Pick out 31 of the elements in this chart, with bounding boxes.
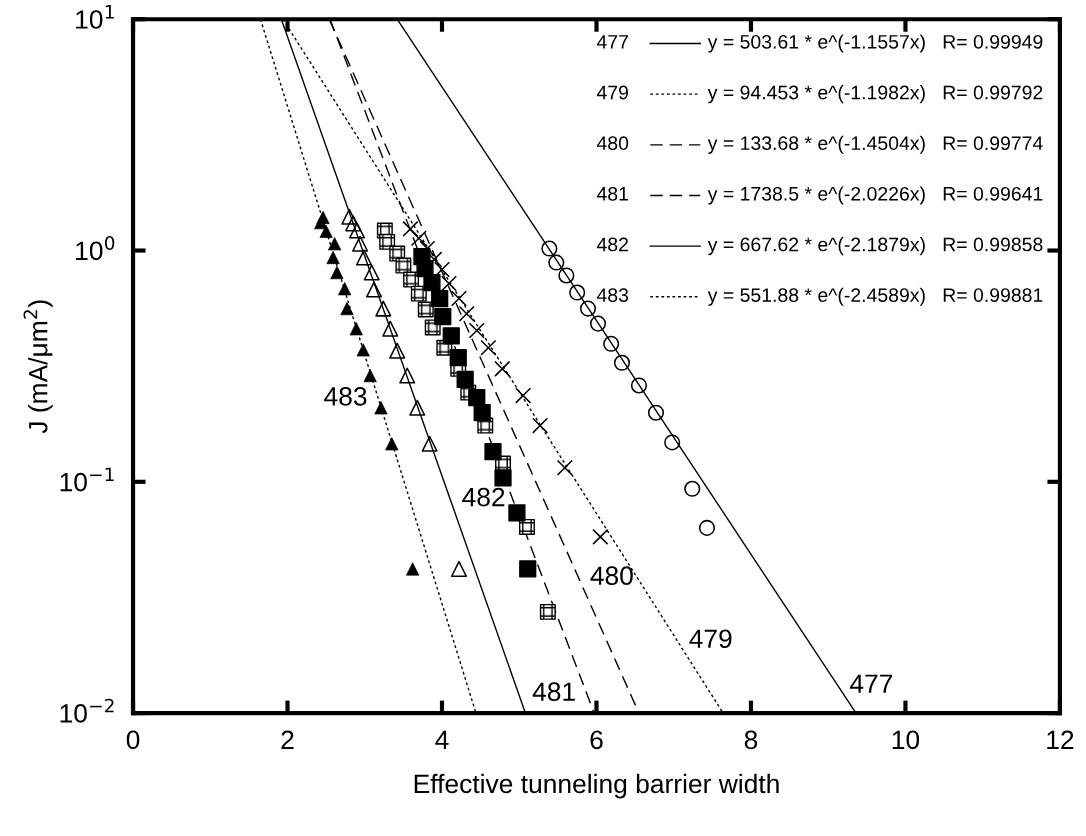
annotation: y = 667.62 * e^(-2.1879x) R= 0.99858 bbox=[707, 237, 1043, 256]
annotation: 483 bbox=[324, 386, 367, 406]
annotation: y = 94.453 * e^(-1.1982x) R= 0.99792 bbox=[707, 85, 1043, 104]
annotation: 480 bbox=[590, 566, 633, 586]
legend-label: 479 bbox=[596, 85, 629, 100]
annotation: 481 bbox=[532, 682, 575, 702]
y-axis-title: J (mA/μm$^{2}$) bbox=[23, 300, 53, 434]
y-tick-label: 10$^{0}$ bbox=[76, 236, 115, 261]
legend-label: 477 bbox=[596, 35, 628, 49]
annotation: y = 503.61 * e^(-1.1557x) R= 0.99949 bbox=[707, 34, 1043, 53]
x-tick-label: 8 bbox=[744, 730, 758, 750]
annotation: y = 133.68 * e^(-1.4504x) R= 0.99774 bbox=[707, 135, 1043, 154]
x-tick-label: 2 bbox=[281, 730, 294, 749]
legend-label: 483 bbox=[596, 288, 629, 302]
x-tick-label: 4 bbox=[435, 730, 449, 749]
x-axis-title: Effective tunneling barrier width bbox=[414, 773, 779, 799]
x-tick-label: 6 bbox=[590, 730, 603, 750]
annotation: y = 551.88 * e^(-2.4589x) R= 0.99881 bbox=[707, 287, 1043, 306]
x-tick-label: 10 bbox=[892, 730, 920, 750]
legend-label: 481 bbox=[596, 186, 628, 201]
x-tick-label: 12 bbox=[1047, 730, 1074, 749]
y-tick-label: 10$^{−1}$ bbox=[60, 467, 114, 492]
y-tick-label: 10$^{−2}$ bbox=[60, 698, 114, 723]
annotation: 482 bbox=[462, 487, 505, 507]
legend-label: 482 bbox=[596, 237, 628, 252]
annotation: 479 bbox=[689, 629, 732, 649]
y-tick-label: 10$^{1}$ bbox=[76, 5, 114, 29]
legend-label: 480 bbox=[596, 136, 629, 151]
annotation: 477 bbox=[849, 674, 893, 693]
x-tick-label: 0 bbox=[126, 730, 140, 750]
annotation: y = 1738.5 * e^(-2.0226x) R= 0.99641 bbox=[707, 186, 1043, 205]
